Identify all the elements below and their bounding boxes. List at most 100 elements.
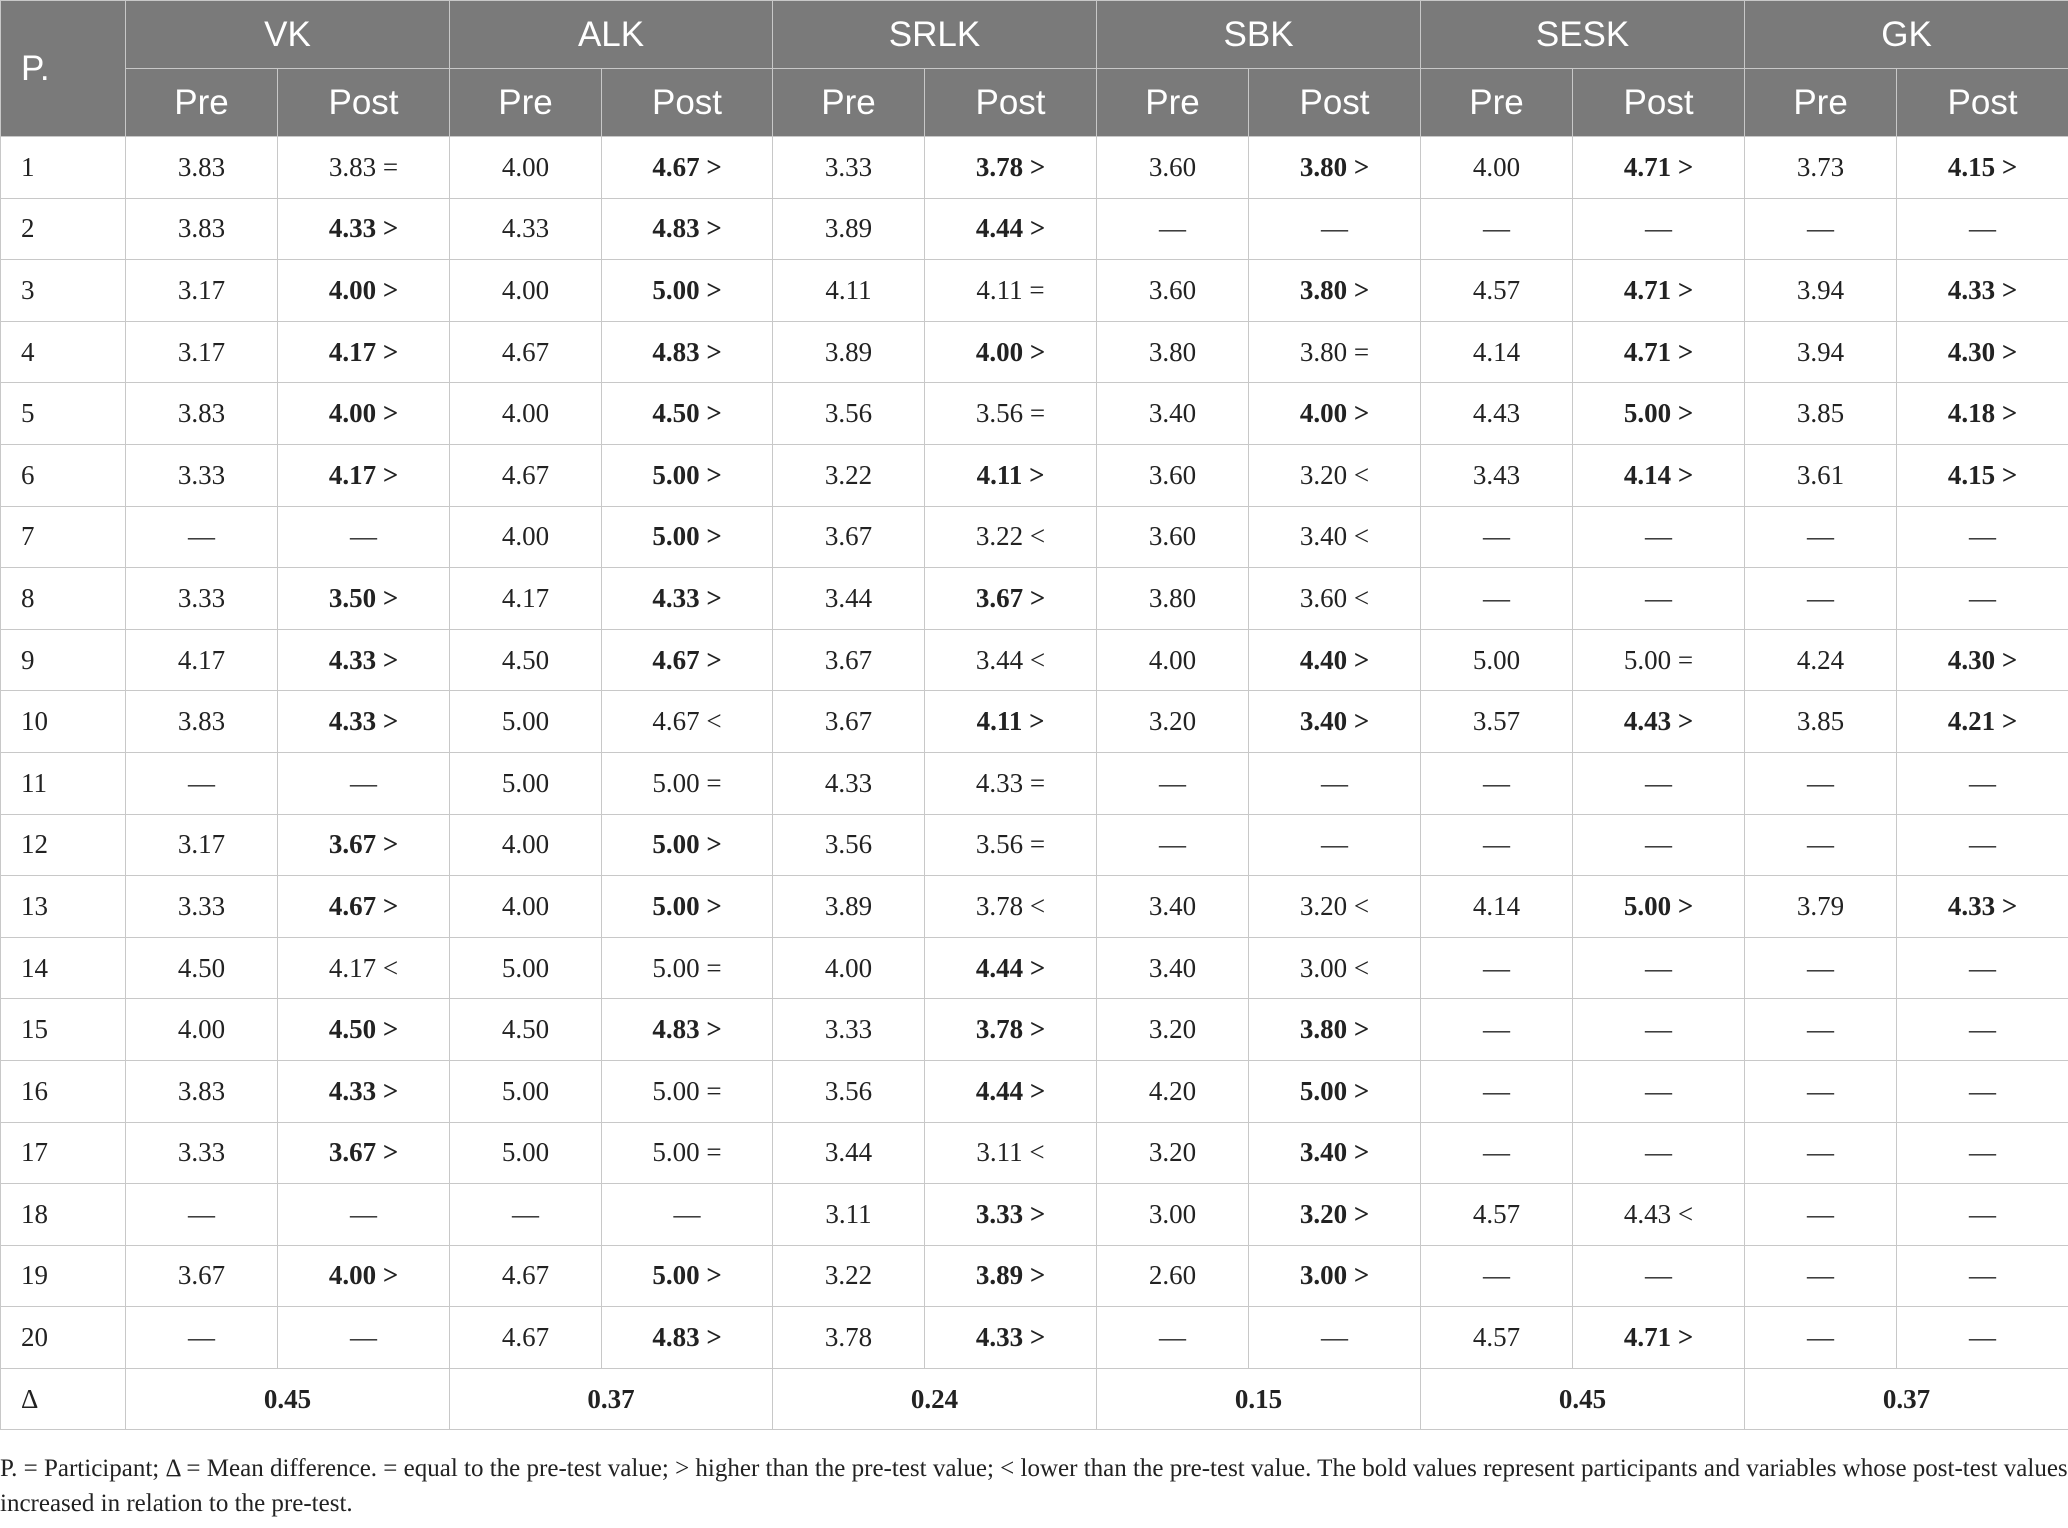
table-row: 1 3.83 3.83 = 4.00 4.67 >3.33 3.78 >3.60 3.80 … [0,136,2068,199]
pre-value-cell: — [1420,567,1574,630]
post-value-cell: 5.00 > [601,1244,774,1308]
post-value-cell: 3.40 < [1248,505,1422,569]
post-value-cell: — [1572,813,1746,877]
table-row: 12 3.17 3.67 >4.00 5.00 >3.56 3.56 = — — — — — — [0,813,2068,877]
participant-cell: 7 [0,505,126,569]
pre-value-cell: 4.50 [125,936,278,1000]
pre-value-cell: 4.00 [449,382,603,445]
post-value-cell: 4.33 > [924,1306,1098,1369]
table-body: 1 3.83 3.83 = 4.00 4.67 >3.33 3.78 >3.60 3.80 … [0,136,2068,1431]
post-value-cell: 4.71 > [1572,1306,1746,1369]
post-value-cell: 3.60 < [1248,567,1422,630]
post-value-cell: 4.18 > [1896,382,2068,445]
table-row: 5 3.83 4.00 >4.00 4.50 >3.56 3.56 = 3.40 4.00 … [0,382,2068,445]
post-value-cell: — [1896,751,2068,815]
pre-value-cell: — [1096,197,1250,261]
pre-value-cell: — [1420,998,1574,1061]
post-value-cell: 5.00 = [601,936,774,1000]
post-value-cell: — [276,505,451,569]
pre-value-cell: 3.61 [1744,443,1898,507]
post-value-cell: 4.21 > [1896,690,2068,753]
table-row: 17 3.33 3.67 >5.00 5.00 = 3.44 3.11 <3.20 3.40… [0,1121,2068,1185]
delta-value-cell: 0.45 [124,1367,451,1431]
pre-header: Pre [1096,68,1250,137]
post-value-cell: 3.20 > [1248,1183,1422,1246]
participant-cell: 5 [0,382,126,445]
table-footnote: P. = Participant; Δ = Mean difference. =… [0,1455,2068,1517]
post-value-cell: — [1248,751,1422,815]
post-value-cell: — [1248,813,1422,877]
post-value-cell: 4.83 > [601,197,774,261]
post-value-cell: 4.00 > [276,1244,451,1308]
pre-value-cell: — [1744,1121,1898,1185]
post-value-cell: 5.00 > [601,505,774,569]
post-value-cell: — [1896,1306,2068,1369]
pre-value-cell: 3.33 [125,1121,278,1185]
post-value-cell: 4.33 > [276,628,451,692]
pre-value-cell: 3.56 [772,1059,926,1123]
pre-value-cell: 4.11 [772,259,926,322]
post-value-cell: 4.83 > [601,998,774,1061]
pre-value-cell: — [1420,751,1574,815]
post-value-cell: 4.71 > [1572,136,1746,199]
pre-value-cell: 3.20 [1096,1121,1250,1185]
post-value-cell: 4.15 > [1896,443,2068,507]
pre-value-cell: 3.83 [125,136,278,199]
pre-value-cell: 4.00 [449,505,603,569]
group-header-gk: GK [1744,0,2068,69]
post-value-cell: 4.30 > [1896,320,2068,384]
participant-cell: 8 [0,567,126,630]
pre-value-cell: — [1744,998,1898,1061]
post-value-cell: 4.33 > [276,690,451,753]
pre-value-cell: 3.57 [1420,690,1574,753]
pre-value-cell: 3.33 [125,567,278,630]
post-value-cell: 4.50 > [601,382,774,445]
table-row: 11— —5.00 5.00 = 4.33 4.33 = — — — — — — [0,751,2068,815]
delta-row: Δ 0.45 0.37 0.24 0.15 0.45 0.37 [0,1367,2068,1431]
post-value-cell: 4.17 > [276,320,451,384]
pre-header: Pre [1744,68,1898,137]
pre-value-cell: 5.00 [449,936,603,1000]
pre-value-cell: 3.40 [1096,382,1250,445]
post-value-cell: — [1896,505,2068,569]
post-value-cell: 3.22 < [924,505,1098,569]
pre-value-cell: 3.56 [772,813,926,877]
post-value-cell: 4.83 > [601,1306,774,1369]
participant-cell: 9 [0,628,126,692]
post-header: Post [601,68,774,137]
delta-value-cell: 0.37 [449,1367,774,1431]
pre-value-cell: 3.33 [772,136,926,199]
participant-cell: 1 [0,136,126,199]
group-header-sesk: SESK [1420,0,1746,69]
pre-value-cell: 4.67 [449,443,603,507]
post-value-cell: — [1572,505,1746,569]
table-row: 6 3.33 4.17 >4.67 5.00 >3.22 4.11 >3.60 3.20 … [0,443,2068,507]
post-value-cell: 5.00 > [601,259,774,322]
post-value-cell: 5.00 > [601,443,774,507]
post-value-cell: 3.83 = [276,136,451,199]
participant-cell: 2 [0,197,126,261]
table-container: P. VK ALK SRLK SBK SESK GK Pre Post Pre … [0,0,2068,1431]
post-value-cell: 3.50 > [276,567,451,630]
post-value-cell: 3.67 > [276,813,451,877]
pre-value-cell: 5.00 [449,1121,603,1185]
pre-value-cell: 4.00 [772,936,926,1000]
post-header: Post [924,68,1098,137]
pre-value-cell: — [1420,197,1574,261]
post-value-cell: 3.78 > [924,998,1098,1061]
pre-value-cell: 3.79 [1744,875,1898,938]
pre-value-cell: 3.89 [772,875,926,938]
pre-value-cell: 4.00 [125,998,278,1061]
participant-cell: 4 [0,320,126,384]
participant-cell: 16 [0,1059,126,1123]
pre-value-cell: — [1744,1183,1898,1246]
table-row: 10 3.83 4.33 >5.00 4.67 <3.67 4.11 >3.20 3.40… [0,690,2068,753]
post-value-cell: — [1572,1059,1746,1123]
post-value-cell: 3.80 > [1248,136,1422,199]
pre-value-cell: 3.40 [1096,875,1250,938]
post-value-cell: — [1248,197,1422,261]
post-value-cell: 3.78 > [924,136,1098,199]
pre-value-cell: 3.85 [1744,382,1898,445]
post-value-cell: 4.00 > [276,382,451,445]
table-row: 16 3.83 4.33 >5.00 5.00 = 3.56 4.44 >4.20 5.00… [0,1059,2068,1123]
